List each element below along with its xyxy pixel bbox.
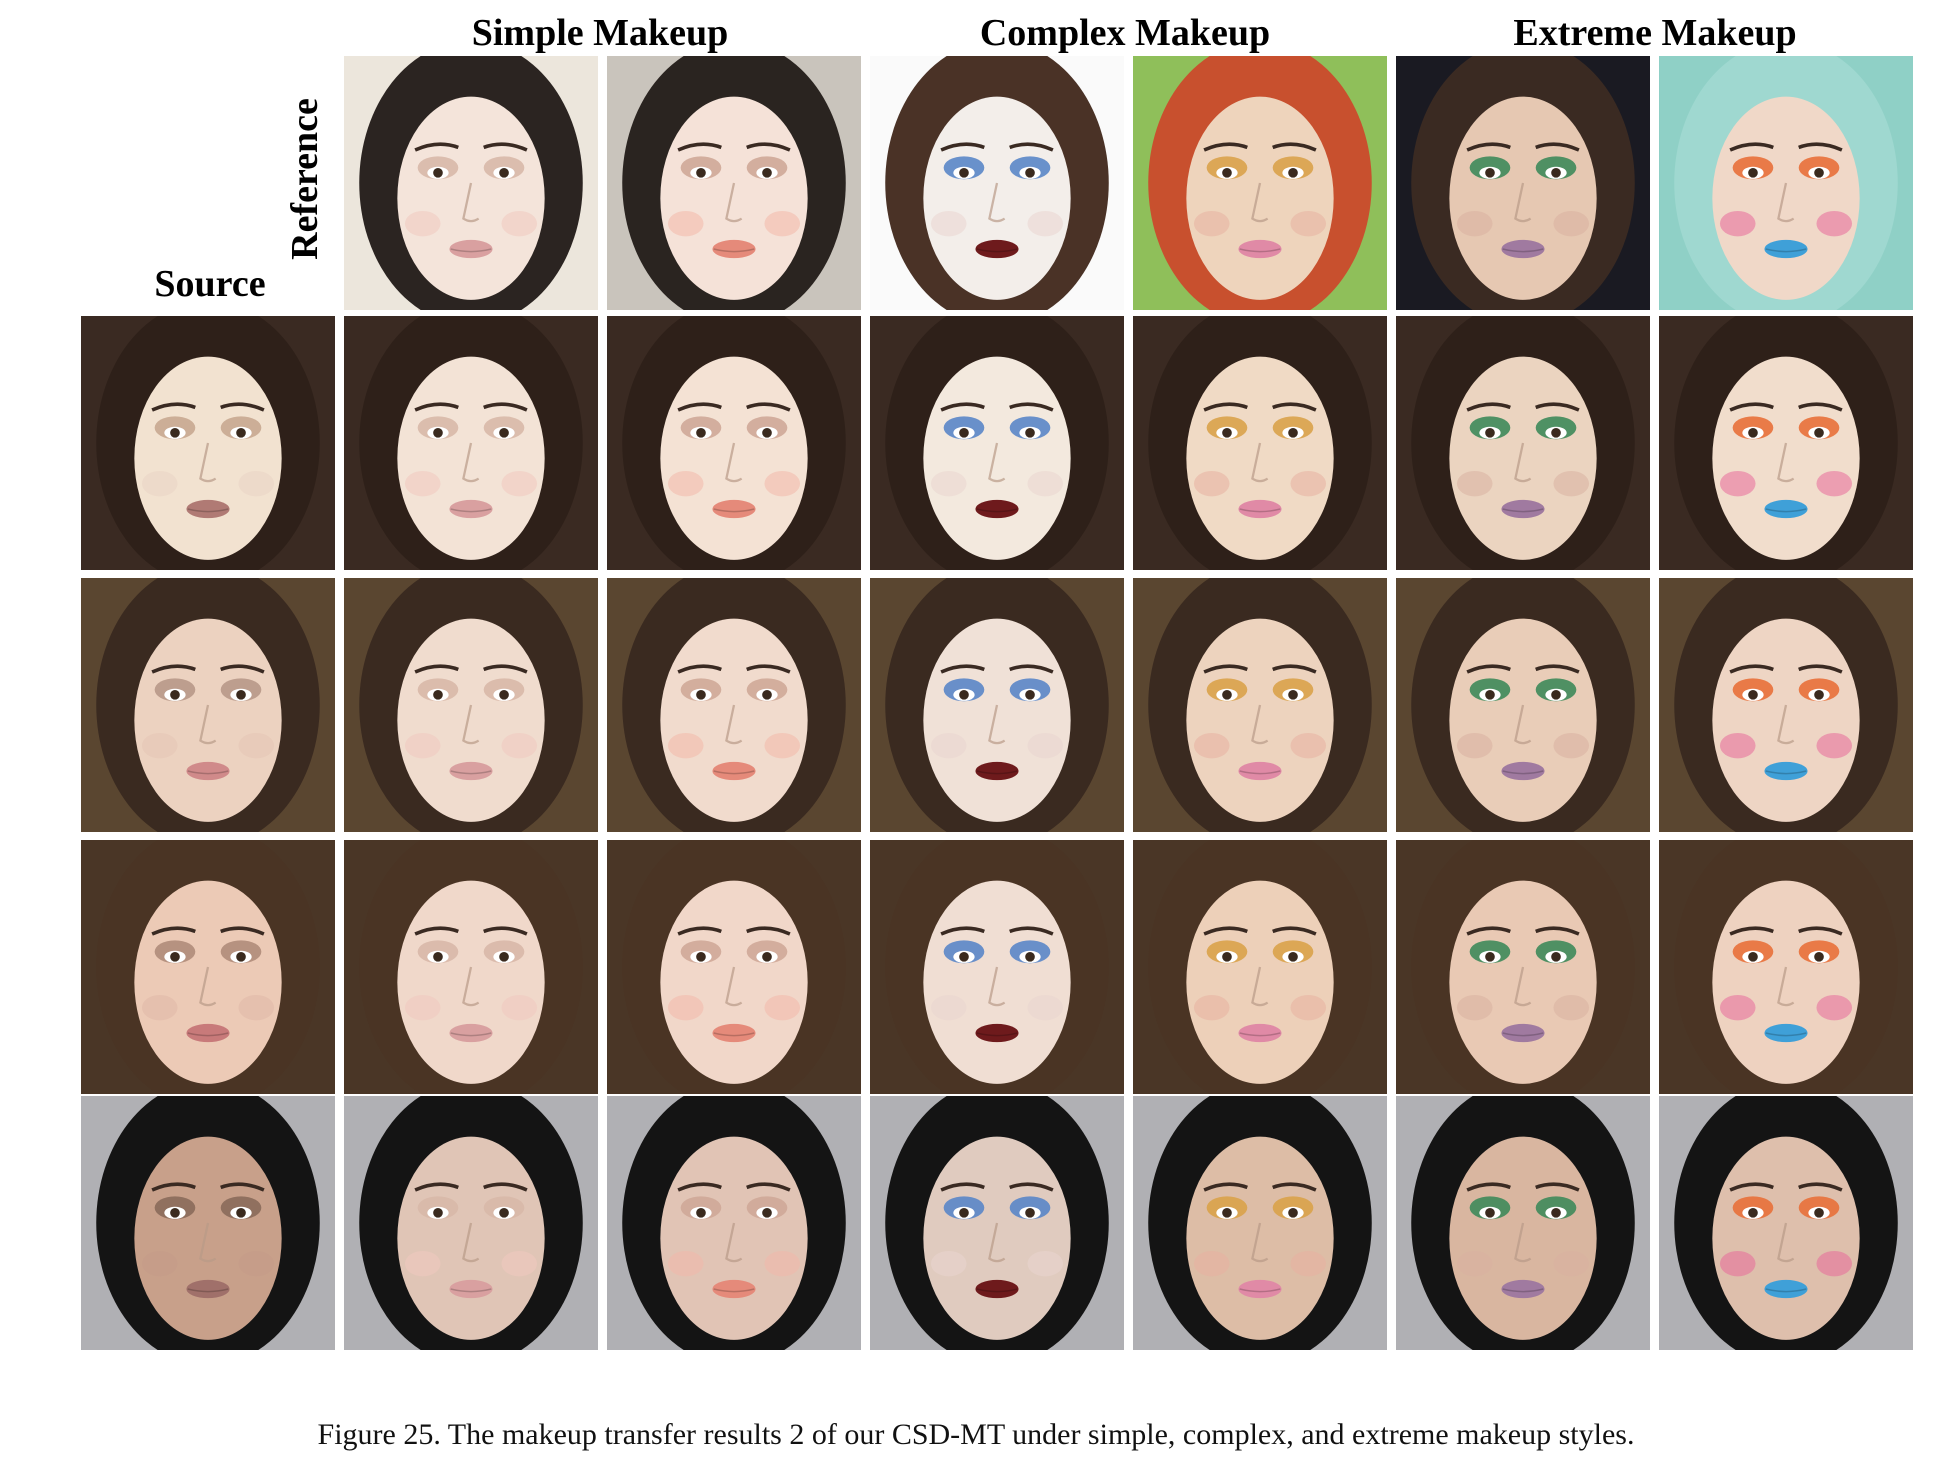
results-row-1-reference-extreme-2-image (1659, 316, 1913, 570)
source-4-image (81, 1096, 335, 1350)
reference-simple-1-image (344, 56, 598, 310)
row-label-source: Source (154, 263, 266, 305)
header-simple-makeup: Simple Makeup (471, 12, 729, 54)
results-row-3-reference-simple-1-image (344, 840, 598, 1094)
results-row-1-reference-extreme-1-image (1396, 316, 1650, 570)
results-row-2-reference-complex-1-image (870, 578, 1124, 832)
results-row-4-reference-complex-1-image (870, 1096, 1124, 1350)
results-row-2-reference-simple-2-image (607, 578, 861, 832)
results-row-3-reference-simple-2-image (607, 840, 861, 1094)
results-row-4-reference-extreme-2-image (1659, 1096, 1913, 1350)
results-row-3-reference-extreme-1-image (1396, 840, 1650, 1094)
results-row-1-reference-complex-1-image (870, 316, 1124, 570)
source-2-image (81, 578, 335, 832)
results-row-2-reference-complex-2-image (1133, 578, 1387, 832)
results-row-3-reference-extreme-2-image (1659, 840, 1913, 1094)
results-row-2-reference-simple-1-image (344, 578, 598, 832)
results-row-3-reference-complex-1-image (870, 840, 1124, 1094)
row-label-reference: Reference (284, 98, 326, 260)
results-row-2-reference-extreme-1-image (1396, 578, 1650, 832)
results-row-1-reference-complex-2-image (1133, 316, 1387, 570)
header-complex-makeup: Complex Makeup (979, 12, 1271, 54)
results-row-2-reference-extreme-2-image (1659, 578, 1913, 832)
source-1-image (81, 316, 335, 570)
reference-extreme-1-image (1396, 56, 1650, 310)
reference-complex-1-image (870, 56, 1124, 310)
reference-simple-2-image (607, 56, 861, 310)
results-row-4-reference-complex-2-image (1133, 1096, 1387, 1350)
results-row-4-reference-simple-2-image (607, 1096, 861, 1350)
source-3-image (81, 840, 335, 1094)
results-row-1-reference-simple-1-image (344, 316, 598, 570)
figure-caption: Figure 25. The makeup transfer results 2… (317, 1418, 1635, 1451)
results-row-4-reference-extreme-1-image (1396, 1096, 1650, 1350)
header-extreme-makeup: Extreme Makeup (1513, 12, 1797, 54)
reference-complex-2-image (1133, 56, 1387, 310)
reference-extreme-2-image (1659, 56, 1913, 310)
results-row-3-reference-complex-2-image (1133, 840, 1387, 1094)
results-row-1-reference-simple-2-image (607, 316, 861, 570)
results-row-4-reference-simple-1-image (344, 1096, 598, 1350)
